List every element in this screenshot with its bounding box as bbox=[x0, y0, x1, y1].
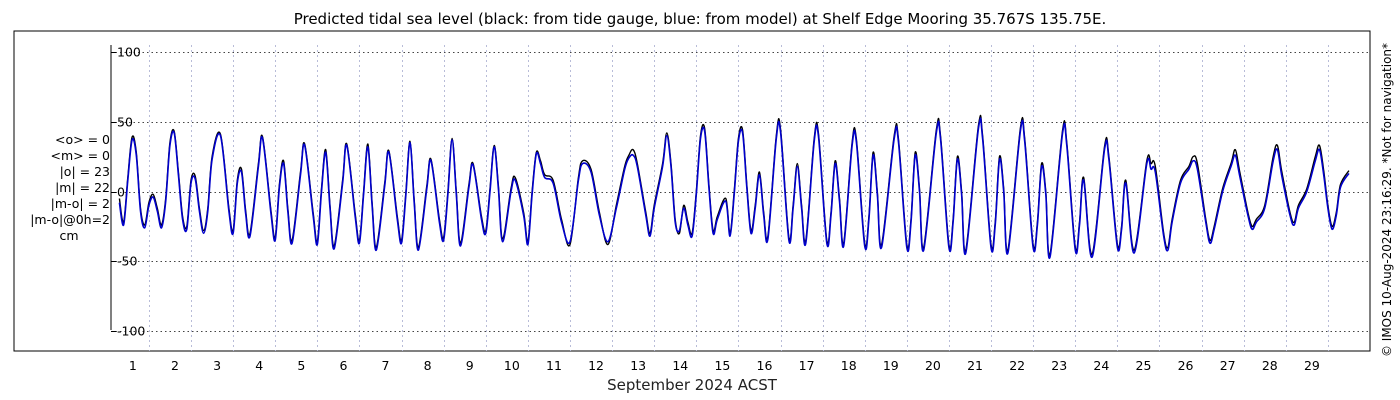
stat-abs-difference-0h: |m-o|@0h=2 bbox=[30, 212, 110, 227]
stat-abs-difference: |m-o| = 2 bbox=[50, 196, 110, 211]
x-axis: 1 2 3 4 5 6 7 8 9 10 11 12 13 14 15 16 17 18 19 20 21 22 23 24 2… bbox=[129, 358, 1320, 373]
x-tick-label: 7 bbox=[382, 358, 390, 373]
x-tick-label: 22 bbox=[1009, 358, 1025, 373]
x-tick-label: 14 bbox=[672, 358, 688, 373]
x-tick-label: 3 bbox=[213, 358, 221, 373]
x-tick-label: 6 bbox=[339, 358, 347, 373]
day-gridlines bbox=[149, 45, 1329, 351]
x-tick-label: 25 bbox=[1136, 358, 1152, 373]
x-tick-label: 20 bbox=[925, 358, 941, 373]
x-tick-label: 1 bbox=[129, 358, 137, 373]
stat-unit: cm bbox=[59, 228, 79, 243]
x-tick-label: 28 bbox=[1262, 358, 1278, 373]
y-tick-label: 0 bbox=[117, 185, 125, 200]
x-tick-label: 21 bbox=[967, 358, 983, 373]
stat-abs-observed: |o| = 23 bbox=[59, 164, 110, 179]
x-tick-label: 2 bbox=[171, 358, 179, 373]
x-tick-label: 16 bbox=[757, 358, 773, 373]
x-tick-label: 24 bbox=[1093, 358, 1109, 373]
x-tick-label: 5 bbox=[297, 358, 305, 373]
copyright-notice: © IMOS 10-Aug-2024 23:16:29. *Not for na… bbox=[1380, 42, 1394, 358]
x-tick-label: 17 bbox=[799, 358, 815, 373]
series-line-model bbox=[118, 117, 1350, 260]
y-tick-label: 50 bbox=[117, 115, 133, 130]
y-tick-label: -50 bbox=[117, 254, 137, 269]
y-tick-label: 100 bbox=[117, 45, 141, 60]
x-tick-label: 18 bbox=[841, 358, 857, 373]
y-gridlines bbox=[111, 52, 1370, 332]
x-tick-label: 9 bbox=[466, 358, 474, 373]
chart-title: Predicted tidal sea level (black: from t… bbox=[293, 10, 1107, 28]
y-tick-label: -100 bbox=[117, 324, 145, 339]
x-tick-label: 12 bbox=[588, 358, 604, 373]
x-tick-label: 15 bbox=[714, 358, 730, 373]
series-layer bbox=[118, 114, 1350, 260]
x-tick-label: 13 bbox=[630, 358, 646, 373]
x-tick-label: 10 bbox=[504, 358, 520, 373]
y-axis: 100 50 0 -50 -100 bbox=[111, 45, 145, 339]
x-tick-label: 27 bbox=[1220, 358, 1236, 373]
x-tick-label: 29 bbox=[1304, 358, 1320, 373]
x-tick-label: 19 bbox=[883, 358, 899, 373]
x-axis-label: September 2024 ACST bbox=[607, 376, 777, 394]
stat-mean-model: <m> = 0 bbox=[50, 148, 111, 163]
x-tick-label: 11 bbox=[546, 358, 562, 373]
statistics-panel: <o> = 0 <m> = 0 |o| = 23 |m| = 22 |m-o| … bbox=[28, 132, 110, 244]
stat-mean-observed: <o> = 0 bbox=[55, 132, 110, 147]
x-tick-label: 26 bbox=[1178, 358, 1194, 373]
x-tick-label: 8 bbox=[424, 358, 432, 373]
stat-abs-model: |m| = 22 bbox=[55, 180, 110, 195]
x-tick-label: 23 bbox=[1051, 358, 1067, 373]
plot-frame bbox=[13, 30, 1371, 352]
x-tick-label: 4 bbox=[255, 358, 263, 373]
